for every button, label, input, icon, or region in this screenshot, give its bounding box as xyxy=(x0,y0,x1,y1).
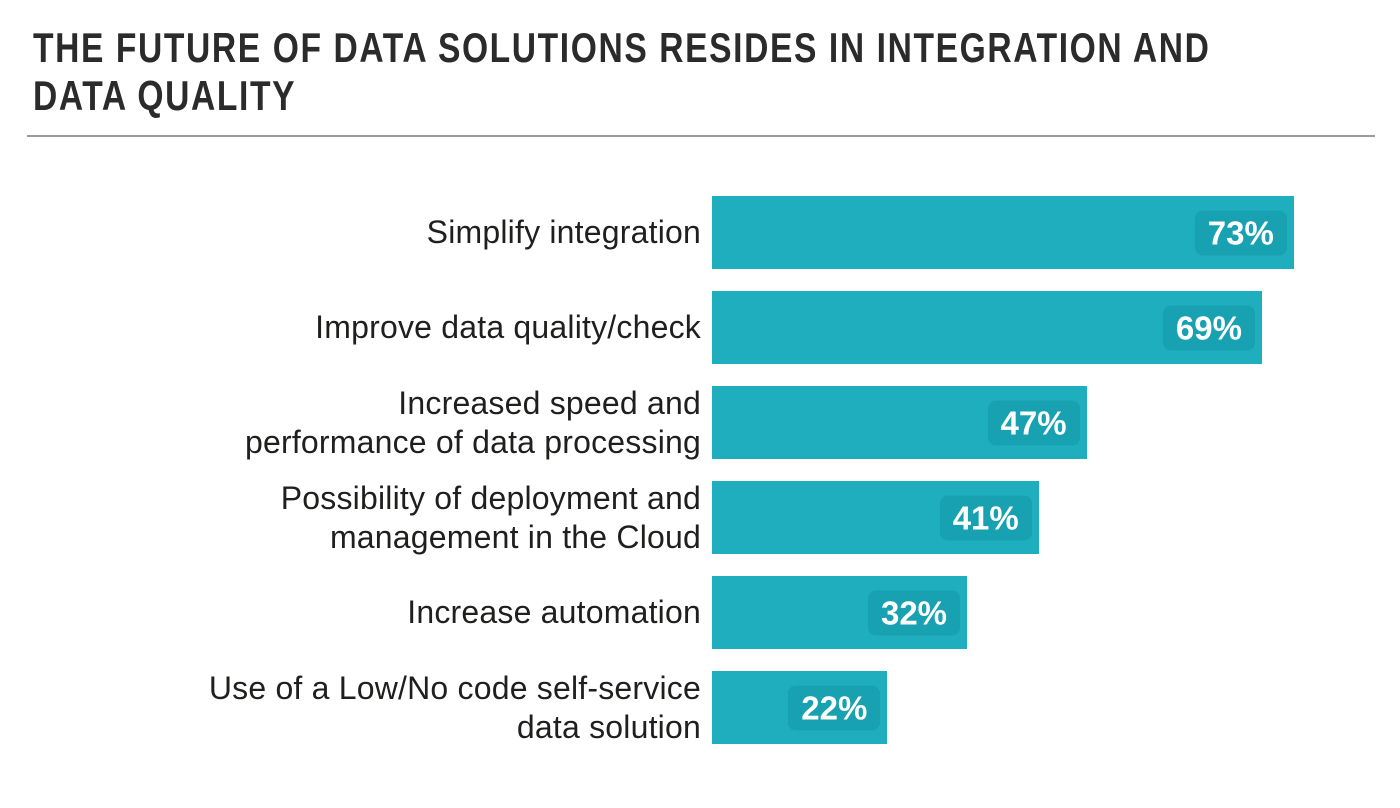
value-badge: 73% xyxy=(1194,210,1287,255)
bar-track: 69% xyxy=(712,291,1400,364)
value-badge: 69% xyxy=(1162,305,1255,350)
bar-track: 47% xyxy=(712,386,1400,459)
bar-row: Increase automation 32% xyxy=(0,576,1400,649)
bar-chart: Simplify integration 73% Improve data qu… xyxy=(0,196,1400,745)
bar: 22% xyxy=(712,671,888,744)
value-badge: 22% xyxy=(788,685,881,730)
bar: 69% xyxy=(712,291,1262,364)
category-label: Improve data quality/check xyxy=(315,309,701,345)
bar-track: 32% xyxy=(712,576,1400,649)
bar: 73% xyxy=(712,196,1294,269)
title-divider xyxy=(27,135,1375,137)
bar: 32% xyxy=(712,576,968,649)
bar-row: Possibility of deployment and management… xyxy=(0,479,1400,555)
category-label: Increased speed and performance of data … xyxy=(244,384,701,460)
bar-row: Use of a Low/No code self-service data s… xyxy=(0,669,1400,745)
bar-row: Simplify integration 73% xyxy=(0,196,1400,269)
bar-track: 41% xyxy=(712,481,1400,554)
bar: 41% xyxy=(712,481,1039,554)
value-badge: 47% xyxy=(987,400,1080,445)
bar-row: Improve data quality/check 69% xyxy=(0,291,1400,364)
bar-track: 73% xyxy=(712,196,1400,269)
value-badge: 41% xyxy=(939,495,1032,540)
chart-title: THE FUTURE OF DATA SOLUTIONS RESIDES IN … xyxy=(33,24,1211,119)
bar: 47% xyxy=(712,386,1087,459)
bar-track: 22% xyxy=(712,671,1400,744)
category-label: Possibility of deployment and management… xyxy=(280,479,701,555)
category-label: Use of a Low/No code self-service data s… xyxy=(208,669,701,745)
bar-row: Increased speed and performance of data … xyxy=(0,384,1400,460)
category-label: Simplify integration xyxy=(426,214,701,250)
category-label: Increase automation xyxy=(407,594,701,630)
value-badge: 32% xyxy=(867,590,961,635)
